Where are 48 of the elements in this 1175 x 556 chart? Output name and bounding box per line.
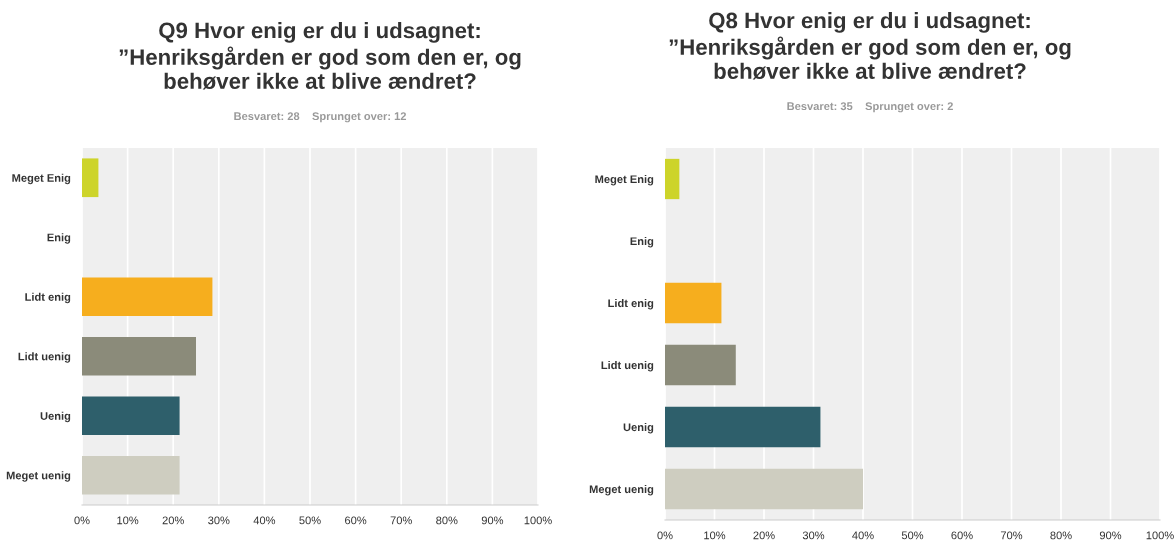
y-tick-label: Meget Enig bbox=[12, 173, 71, 185]
y-tick-label: Lidt uenig bbox=[18, 352, 71, 363]
bar bbox=[665, 158, 680, 200]
chart-title: Q9 Hvor enig er du i udsagnet: ”Henriksgården er god som den er, og behøver ikke at blive ændret? bbox=[119, 22, 521, 90]
bar bbox=[665, 468, 863, 510]
x-tick-label: 30% bbox=[208, 516, 230, 525]
x-tick-label: 70% bbox=[390, 516, 412, 525]
chart-subtitle: Besvaret: 35 Sprunget over: 2 bbox=[787, 102, 953, 113]
x-tick-label: 90% bbox=[481, 516, 504, 525]
x-tick-label: 0% bbox=[657, 531, 673, 540]
x-tick-label: 50% bbox=[299, 516, 321, 525]
bar bbox=[82, 277, 213, 317]
x-tick-label: 20% bbox=[162, 516, 184, 525]
x-tick-label: 60% bbox=[951, 531, 973, 540]
chart-title: Q8 Hvor enig er du i udsagnet: ”Henriksgården er god som den er, og behøver ikke at blive ændret? bbox=[669, 12, 1071, 80]
bar bbox=[665, 406, 821, 448]
y-tick-label: Meget uenig bbox=[6, 471, 71, 482]
x-tick-label: 100% bbox=[524, 516, 552, 525]
x-tick-label: 40% bbox=[852, 531, 874, 540]
x-tick-label: 60% bbox=[345, 516, 367, 525]
y-tick-label: Enig bbox=[630, 236, 654, 248]
x-tick-label: 80% bbox=[1050, 531, 1072, 540]
x-tick-label: 30% bbox=[802, 531, 825, 540]
y-tick-label: Meget Enig bbox=[595, 174, 654, 186]
y-tick-label: Lidt uenig bbox=[601, 360, 654, 372]
x-tick-label: 10% bbox=[704, 531, 726, 540]
y-tick-label: Enig bbox=[47, 233, 71, 244]
bar bbox=[82, 396, 180, 436]
x-tick-label: 10% bbox=[117, 516, 139, 525]
bar bbox=[82, 158, 99, 198]
x-tick-label: 50% bbox=[901, 531, 924, 540]
bar bbox=[82, 336, 196, 376]
x-tick-label: 70% bbox=[1000, 531, 1023, 540]
y-tick-label: Lidt enig bbox=[608, 298, 654, 310]
y-tick-label: Lidt enig bbox=[25, 292, 71, 304]
x-tick-label: 100% bbox=[1146, 531, 1174, 540]
x-tick-label: 20% bbox=[753, 531, 775, 540]
x-tick-label: 40% bbox=[253, 516, 276, 525]
x-tick-label: 80% bbox=[436, 516, 458, 525]
bar bbox=[665, 344, 736, 386]
bar bbox=[82, 455, 180, 495]
y-tick-label: Uenig bbox=[623, 422, 654, 434]
bar bbox=[665, 282, 722, 324]
y-tick-label: Uenig bbox=[40, 411, 71, 423]
x-tick-label: 0% bbox=[74, 516, 90, 525]
y-tick-label: Meget uenig bbox=[589, 484, 654, 496]
chart-subtitle: Besvaret: 28 Sprunget over: 12 bbox=[234, 112, 407, 123]
x-tick-label: 90% bbox=[1099, 531, 1122, 540]
